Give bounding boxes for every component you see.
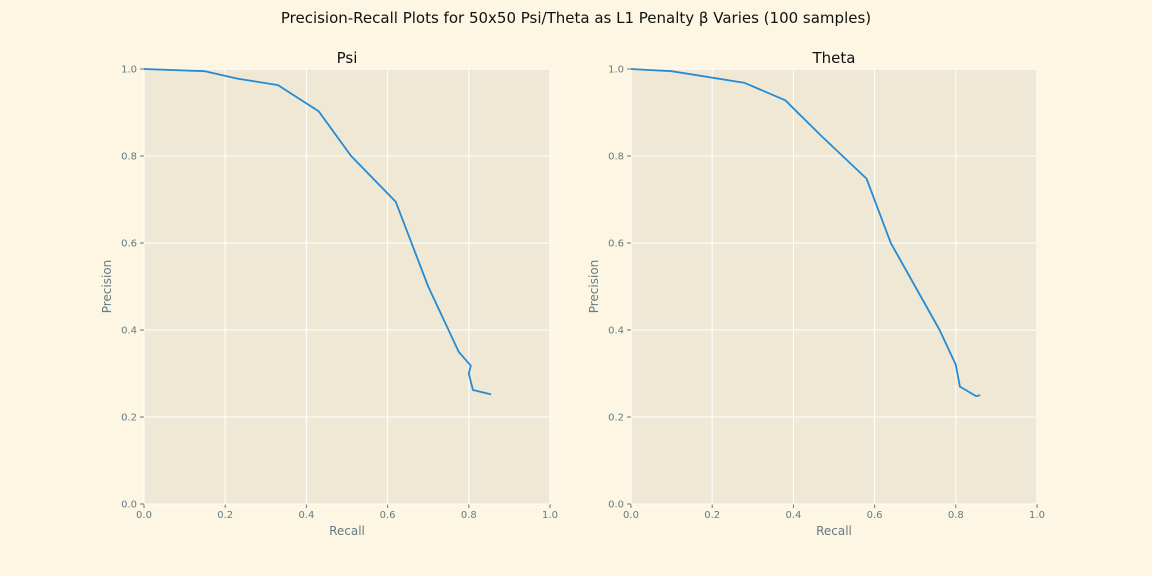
x-tick-label: 0.4 [298,510,314,521]
x-tick-label: 1.0 [542,510,558,521]
series-line [630,68,981,398]
y-tick-label: 1.0 [608,65,624,76]
y-tick-label: 0.2 [121,413,137,424]
x-tick-label: 0.2 [704,510,720,521]
x-tick-label: 0.2 [217,510,233,521]
x-axis-label: Recall [329,524,365,538]
series-line [143,68,492,396]
x-tick-label: 0.6 [867,510,883,521]
y-tick-label: 0.6 [608,239,624,250]
plot-area [144,69,550,504]
x-tick-label: 0.8 [948,510,964,521]
x-tick-label: 0.6 [380,510,396,521]
x-axis-label: Recall [816,524,852,538]
chart-title: Psi [337,49,358,67]
plot-area [631,69,1037,504]
chart-panel-theta: 0.0 0.2 0.4 0.6 0.8 1.0 0.0 0.2 0.4 0.6 0.8 1.0 Thet… [587,49,1045,538]
x-tick-label: 0.0 [136,510,152,521]
y-tick-label: 0.6 [121,239,137,250]
y-axis-label: Precision [100,260,114,314]
x-tick-label: 0.8 [461,510,477,521]
y-axis-label: Precision [587,260,601,314]
x-tick-label: 1.0 [1029,510,1045,521]
chart-panel-psi: 0.0 0.2 0.4 0.6 0.8 1.0 0.0 0.2 0.4 0.6 0.8 1.0 Psi R… [100,49,558,538]
x-tick-label: 0.0 [623,510,639,521]
y-tick-label: 0.4 [608,326,624,337]
y-tick-label: 0.2 [608,413,624,424]
y-tick-label: 0.8 [608,152,624,163]
y-tick-label: 0.0 [121,500,137,511]
y-tick-label: 0.4 [121,326,137,337]
x-tick-label: 0.4 [785,510,801,521]
y-tick-label: 0.8 [121,152,137,163]
figure-title: Precision-Recall Plots for 50x50 Psi/The… [280,9,872,27]
y-tick-label: 0.0 [608,500,624,511]
y-tick-label: 1.0 [121,65,137,76]
chart-title: Theta [812,49,856,67]
